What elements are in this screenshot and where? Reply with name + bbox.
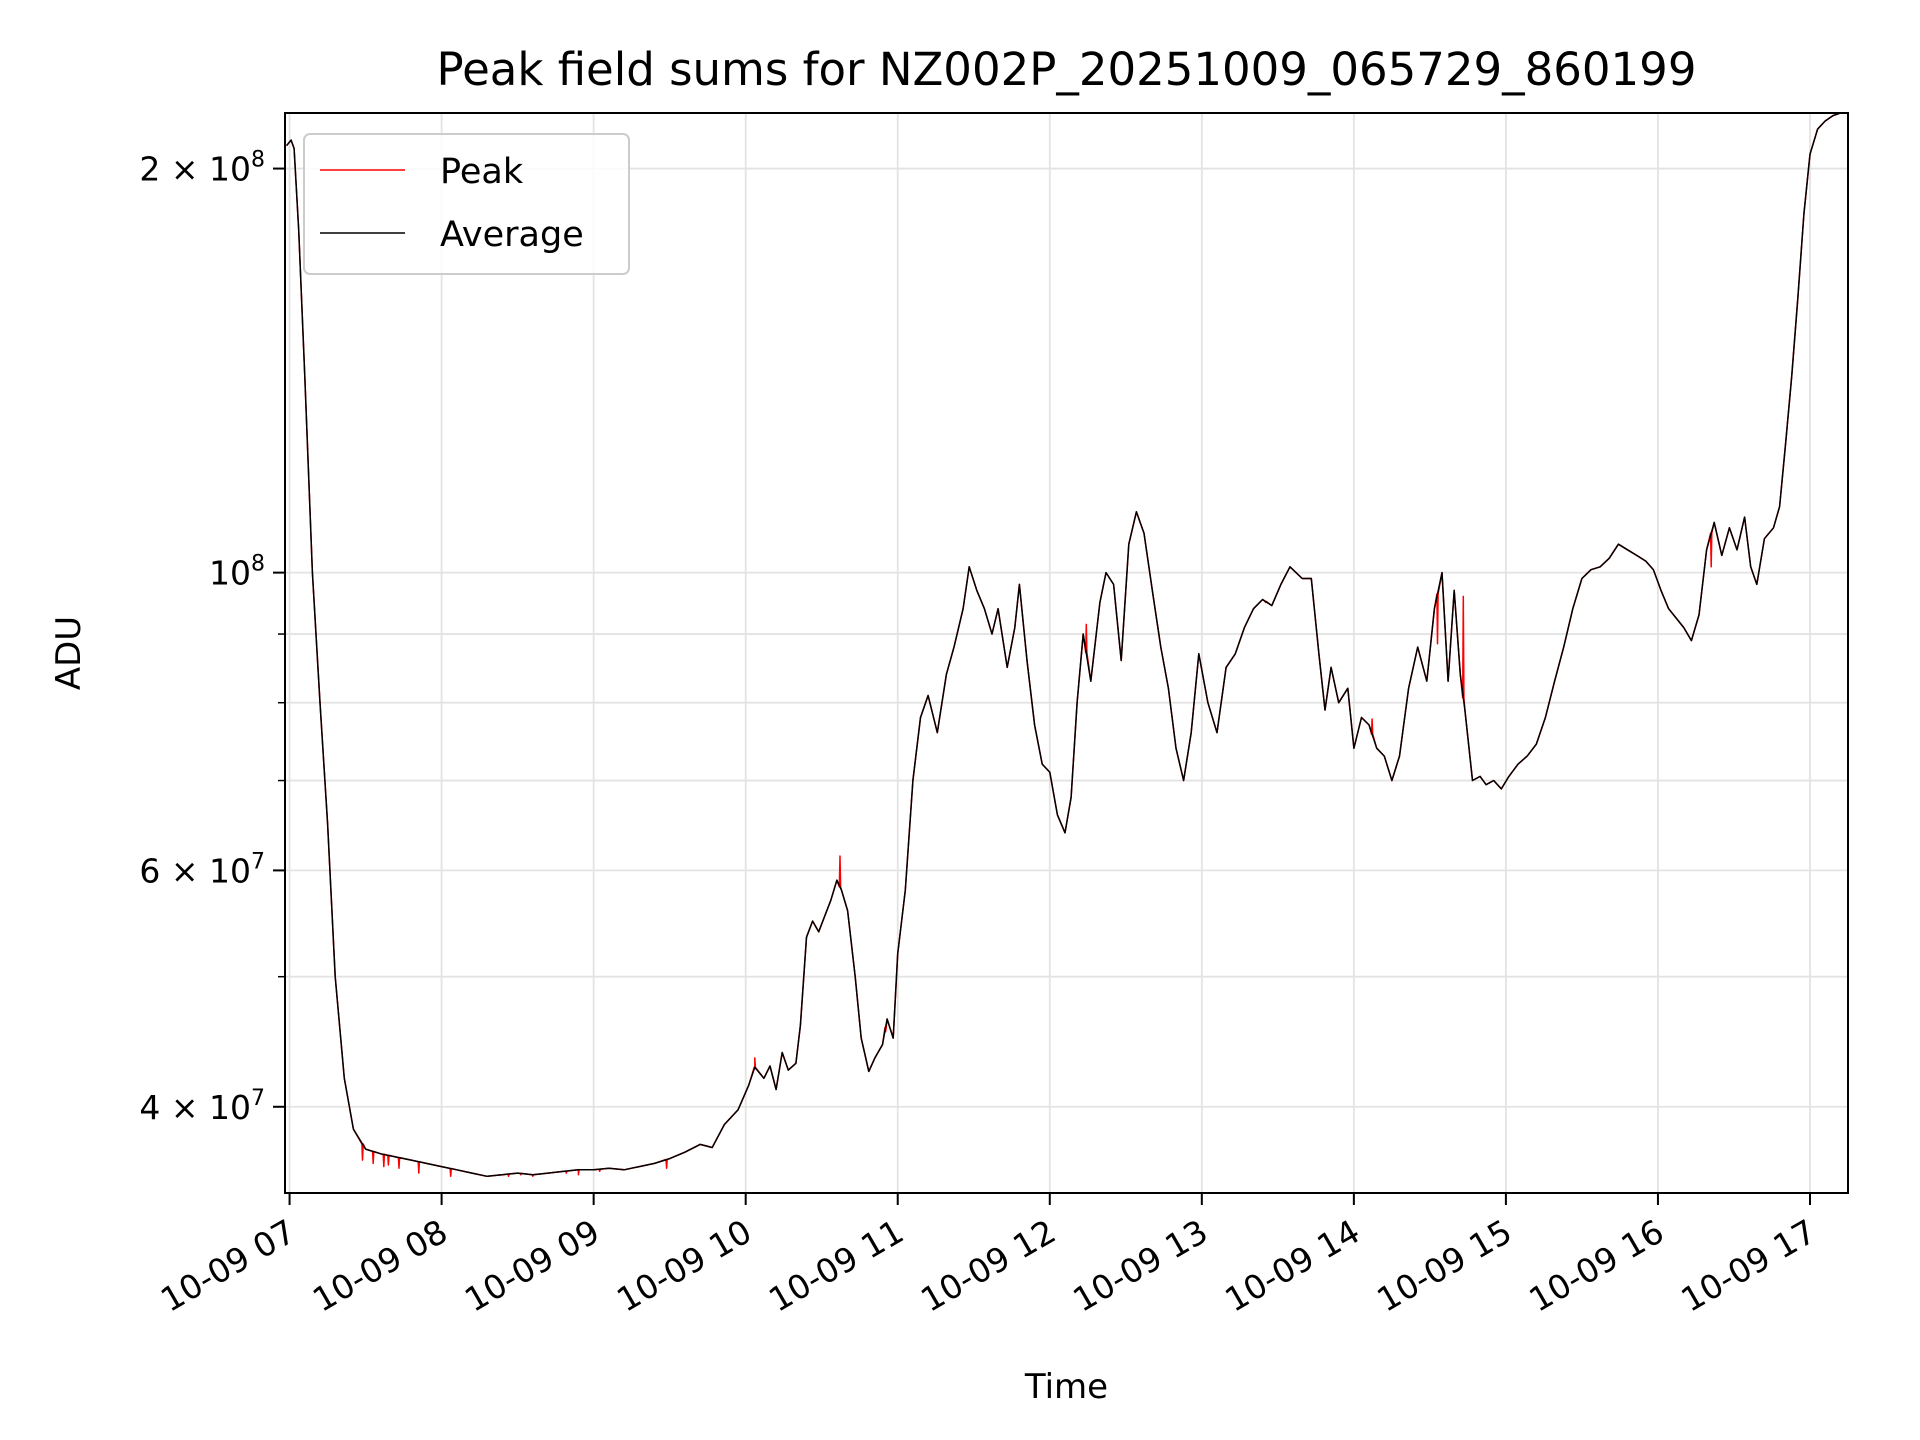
y-tick-label: 4 × 107 <box>139 1086 265 1127</box>
plot-frame <box>284 112 1849 1194</box>
legend[interactable]: Peak Average <box>303 133 630 275</box>
legend-average-label[interactable]: Average <box>440 215 584 255</box>
y-tick-label: 108 <box>209 552 265 593</box>
grid-lines <box>285 113 1848 1193</box>
legend-peak-label[interactable]: Peak <box>440 152 524 192</box>
legend-box <box>303 133 630 275</box>
chart-title: Peak field sums for NZ002P_20251009_0657… <box>437 43 1697 96</box>
y-tick-label: 2 × 108 <box>139 148 265 189</box>
y-axis-ticks: 4 × 107 6 × 107 108 2 × 108 <box>139 148 285 1127</box>
y-tick-label: 6 × 107 <box>139 849 265 890</box>
plot-series <box>285 112 1841 1178</box>
y-axis-title: ADU <box>49 616 89 690</box>
average-series-line <box>285 112 1841 1178</box>
x-axis-title: Time <box>1024 1367 1108 1407</box>
